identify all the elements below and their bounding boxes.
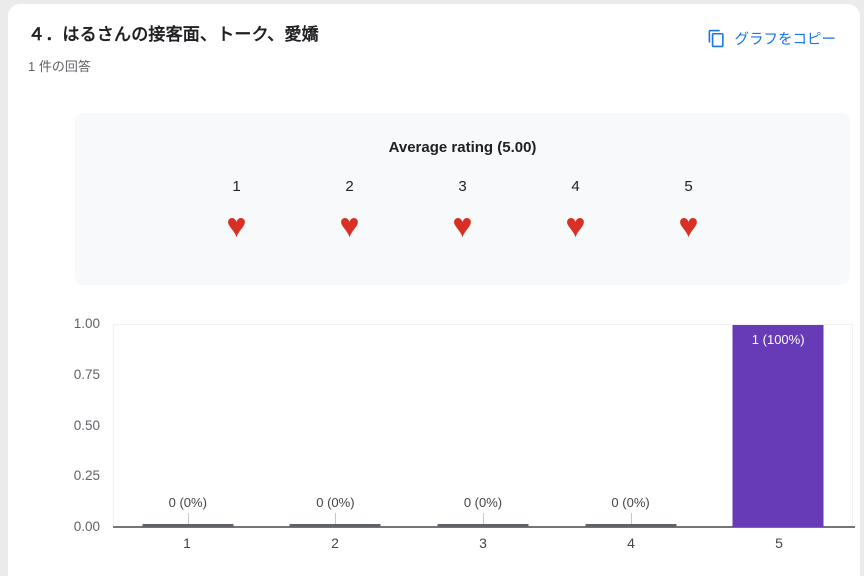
bar-slot-4: 0 (0%) <box>557 325 705 527</box>
rating-number: 4 <box>571 178 580 195</box>
copy-chart-button[interactable]: グラフをコピー <box>699 22 845 55</box>
copy-button-label: グラフをコピー <box>734 32 837 48</box>
x-axis-label: 3 <box>479 535 487 551</box>
bar-value-label: 0 (0%) <box>168 495 207 510</box>
heart-icon: ♥ <box>565 207 586 245</box>
bar-rating-1 <box>142 524 234 527</box>
rating-scale-row: 1 ♥ 2 ♥ 3 ♥ 4 ♥ 5 ♥ <box>75 178 850 244</box>
question-result-card: ４．はるさんの接客面、トーク、愛嬌 1 件の回答 グラフをコピー Average… <box>8 4 860 576</box>
x-axis-baseline <box>113 526 855 528</box>
bar-slot-2: 0 (0%) <box>262 325 410 527</box>
y-axis-tick: 0.50 <box>73 418 100 433</box>
bar-slot-5: 1 (100%) <box>704 325 852 527</box>
rating-cell-5: 5 ♥ <box>632 178 745 244</box>
x-axis-label: 5 <box>775 535 783 551</box>
chart-plot-area: 0 (0%) 0 (0%) 0 (0%) 0 (0%) 1 (100%) <box>113 324 855 528</box>
bar-rating-4 <box>585 524 677 527</box>
average-rating-title: Average rating (5.00) <box>388 139 537 156</box>
bar-rating-5 <box>732 325 824 527</box>
bar-value-label: 0 (0%) <box>463 495 503 510</box>
y-axis-tick: 0.75 <box>73 367 100 382</box>
rating-cell-1: 1 ♥ <box>180 178 293 244</box>
bar-slot-1: 0 (0%) <box>114 325 262 527</box>
y-axis-tick: 0.25 <box>73 468 100 483</box>
label-leader-line <box>630 513 632 525</box>
rating-number: 3 <box>458 178 467 195</box>
rating-cell-2: 2 ♥ <box>293 178 406 244</box>
bar-slot-3: 0 (0%) <box>409 325 557 527</box>
average-rating-panel: Average rating (5.00) 1 ♥ 2 ♥ 3 ♥ 4 ♥ 5 … <box>75 113 850 285</box>
label-leader-line <box>482 513 484 525</box>
y-axis-tick: 0.00 <box>73 519 100 534</box>
heart-icon: ♥ <box>226 207 247 245</box>
label-leader-line <box>187 513 189 525</box>
x-axis-label: 4 <box>627 535 635 551</box>
bar-value-label: 0 (0%) <box>316 495 355 510</box>
heart-icon: ♥ <box>452 207 473 245</box>
response-count: 1 件の回答 <box>28 59 91 74</box>
bar-rating-2 <box>289 524 381 527</box>
rating-number: 2 <box>345 178 354 195</box>
y-axis-tick: 1.00 <box>73 316 100 331</box>
x-axis-label: 1 <box>183 535 191 551</box>
heart-icon: ♥ <box>339 207 360 245</box>
x-axis-label: 2 <box>331 535 339 551</box>
bar-value-label: 1 (100%) <box>751 332 805 347</box>
rating-number: 1 <box>232 178 241 195</box>
heart-icon: ♥ <box>678 207 699 245</box>
bar-value-label: 0 (0%) <box>611 495 650 510</box>
rating-number: 5 <box>684 178 693 195</box>
x-axis-labels: 1 2 3 4 5 <box>113 535 853 551</box>
rating-cell-3: 3 ♥ <box>406 178 519 244</box>
copy-icon <box>707 29 726 48</box>
responses-bar-chart: 1.00 0.75 0.50 0.25 0.00 0 (0%) 0 (0%) 0… <box>8 316 860 564</box>
question-title: ４．はるさんの接客面、トーク、愛嬌 <box>28 25 319 44</box>
bar-rating-3 <box>437 524 529 527</box>
rating-cell-4: 4 ♥ <box>519 178 632 244</box>
label-leader-line <box>335 513 337 525</box>
